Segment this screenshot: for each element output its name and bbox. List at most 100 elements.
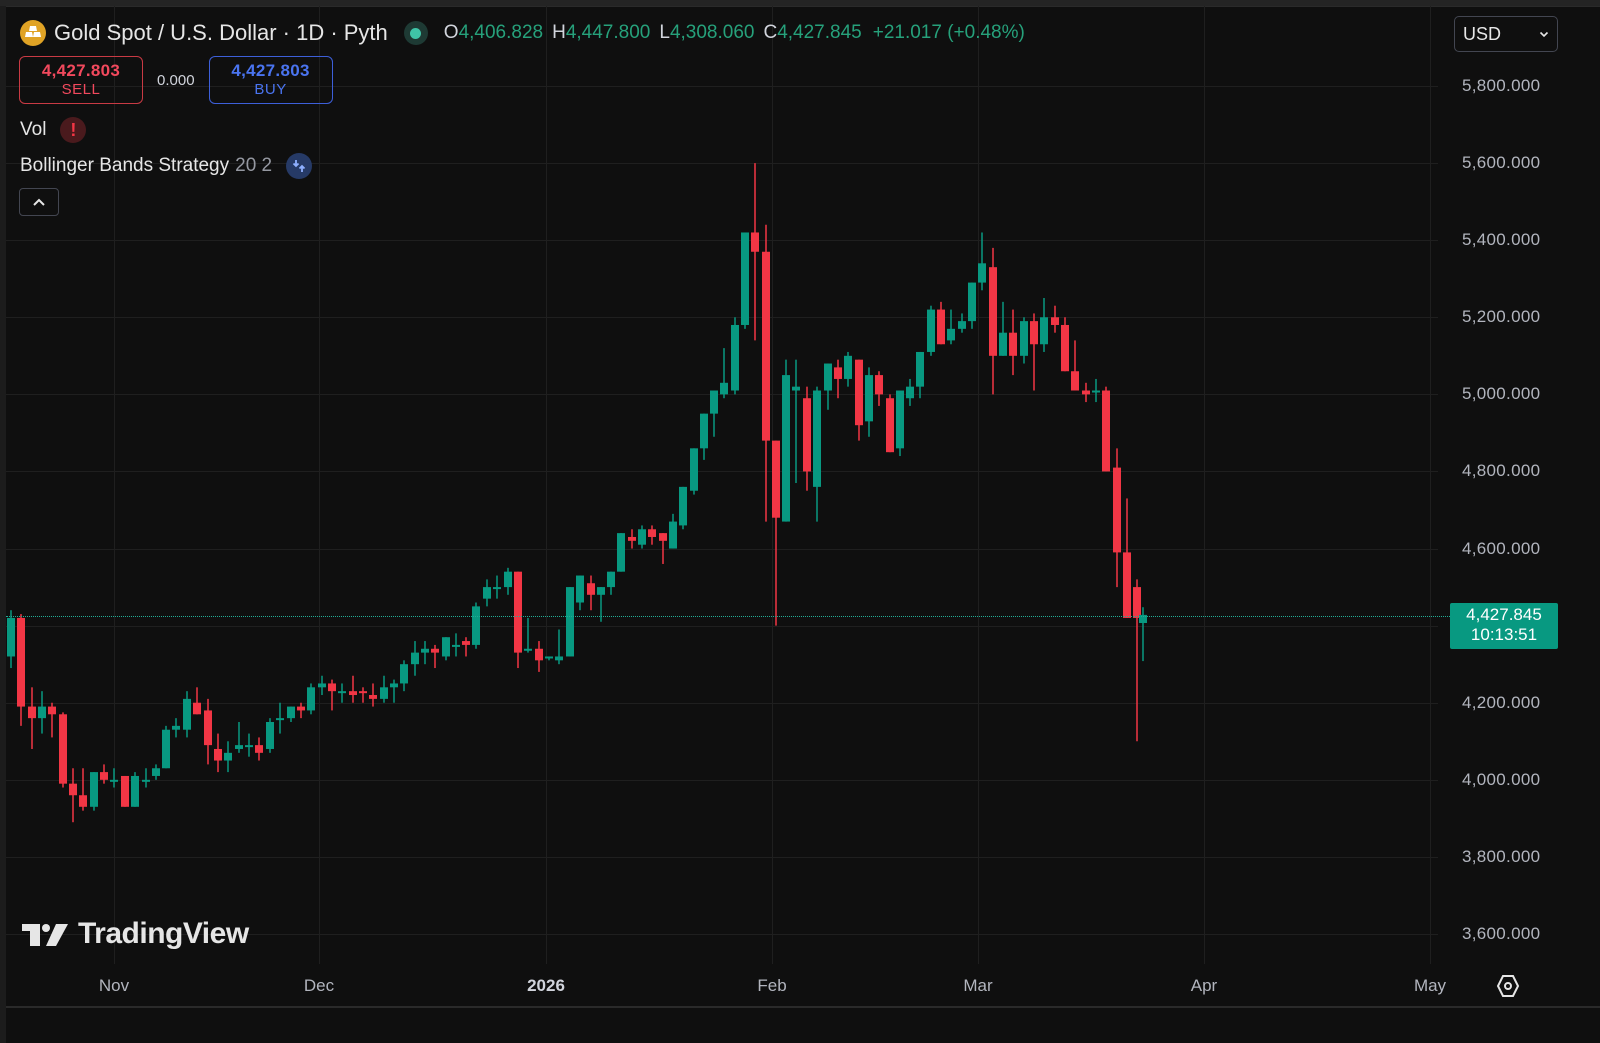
- candle[interactable]: [566, 587, 574, 657]
- candle[interactable]: [48, 706, 56, 715]
- candle[interactable]: [318, 683, 326, 688]
- candle[interactable]: [524, 648, 532, 651]
- candle[interactable]: [152, 768, 160, 776]
- candle[interactable]: [576, 575, 584, 603]
- candle[interactable]: [813, 390, 821, 487]
- candle[interactable]: [183, 698, 191, 730]
- candle[interactable]: [731, 324, 739, 391]
- time-axis[interactable]: [6, 964, 1600, 1006]
- symbol-title[interactable]: Gold Spot / U.S. Dollar · 1D · Pyth: [54, 20, 388, 45]
- candle[interactable]: [751, 232, 759, 252]
- candle[interactable]: [628, 536, 636, 541]
- candle[interactable]: [958, 321, 966, 329]
- candle[interactable]: [38, 706, 46, 719]
- candlestick-series[interactable]: [0, 0, 1450, 964]
- candle[interactable]: [927, 309, 935, 352]
- candle[interactable]: [762, 251, 770, 441]
- candle[interactable]: [411, 652, 419, 665]
- candle[interactable]: [235, 745, 243, 749]
- candle[interactable]: [59, 714, 67, 784]
- sell-button[interactable]: 4,427.803 SELL: [19, 56, 143, 104]
- candle[interactable]: [937, 309, 945, 345]
- market-open-dot-icon[interactable]: [403, 21, 428, 45]
- candle[interactable]: [669, 521, 677, 549]
- candle[interactable]: [535, 648, 543, 661]
- candle[interactable]: [28, 706, 36, 719]
- candle[interactable]: [772, 440, 780, 518]
- candle[interactable]: [255, 745, 263, 753]
- candle[interactable]: [947, 328, 955, 341]
- candle[interactable]: [679, 486, 687, 526]
- candle[interactable]: [131, 775, 139, 807]
- candle[interactable]: [287, 706, 295, 719]
- candle[interactable]: [617, 533, 625, 572]
- candle[interactable]: [875, 375, 883, 395]
- candle[interactable]: [69, 783, 77, 796]
- candle[interactable]: [172, 725, 180, 730]
- candle[interactable]: [1139, 614, 1147, 624]
- candle[interactable]: [999, 332, 1007, 356]
- candle[interactable]: [1092, 390, 1100, 393]
- candle[interactable]: [648, 529, 656, 537]
- candle[interactable]: [607, 571, 615, 588]
- candle[interactable]: [100, 772, 108, 780]
- candle[interactable]: [700, 413, 708, 449]
- candle[interactable]: [266, 722, 274, 749]
- candle[interactable]: [110, 779, 118, 782]
- candle[interactable]: [978, 263, 986, 283]
- candle[interactable]: [906, 386, 914, 399]
- candle[interactable]: [349, 691, 357, 696]
- candle[interactable]: [916, 351, 924, 387]
- warning-icon[interactable]: !: [60, 117, 87, 143]
- candle[interactable]: [452, 644, 460, 647]
- candle[interactable]: [834, 367, 842, 379]
- candle[interactable]: [369, 695, 377, 699]
- volume-indicator-legend[interactable]: Vol !: [20, 117, 87, 143]
- candle[interactable]: [720, 382, 728, 395]
- candle[interactable]: [597, 587, 605, 595]
- candle[interactable]: [442, 637, 450, 657]
- swap-arrows-icon[interactable]: [286, 153, 313, 179]
- candle[interactable]: [462, 641, 470, 645]
- candle[interactable]: [1061, 324, 1069, 372]
- candle[interactable]: [90, 772, 98, 807]
- candle[interactable]: [359, 691, 367, 694]
- candle[interactable]: [224, 752, 232, 761]
- candle[interactable]: [79, 795, 87, 807]
- candle[interactable]: [1113, 467, 1121, 553]
- settings-gear-icon[interactable]: [1496, 975, 1520, 997]
- buy-button[interactable]: 4,427.803 BUY: [208, 56, 333, 104]
- candle[interactable]: [338, 691, 346, 694]
- candle[interactable]: [824, 363, 832, 391]
- price-axis[interactable]: [1438, 6, 1600, 964]
- candle[interactable]: [472, 606, 480, 645]
- candle[interactable]: [989, 267, 997, 356]
- candle[interactable]: [545, 656, 553, 659]
- candle[interactable]: [1102, 390, 1110, 472]
- candle[interactable]: [1123, 552, 1131, 618]
- candle[interactable]: [400, 664, 408, 684]
- candle[interactable]: [896, 390, 904, 449]
- candle[interactable]: [741, 232, 749, 325]
- candle[interactable]: [844, 355, 852, 379]
- candle[interactable]: [204, 710, 212, 746]
- candle[interactable]: [1071, 371, 1079, 391]
- symbol-legend[interactable]: Gold Spot / U.S. Dollar · 1D · Pyth O4,4…: [20, 18, 1025, 48]
- candle[interactable]: [7, 617, 15, 657]
- candle[interactable]: [514, 571, 522, 653]
- collapse-legend-button[interactable]: [19, 188, 59, 216]
- candle[interactable]: [1009, 332, 1017, 356]
- candle[interactable]: [390, 683, 398, 688]
- candle[interactable]: [214, 748, 222, 761]
- candle[interactable]: [792, 386, 800, 391]
- candle[interactable]: [493, 587, 501, 590]
- candle[interactable]: [504, 571, 512, 588]
- candle[interactable]: [245, 745, 253, 748]
- candle[interactable]: [431, 648, 439, 653]
- candle[interactable]: [659, 533, 667, 541]
- candle[interactable]: [1020, 321, 1028, 356]
- candle[interactable]: [328, 683, 336, 692]
- candle[interactable]: [1133, 587, 1141, 618]
- candle[interactable]: [276, 718, 284, 721]
- candle[interactable]: [865, 375, 873, 422]
